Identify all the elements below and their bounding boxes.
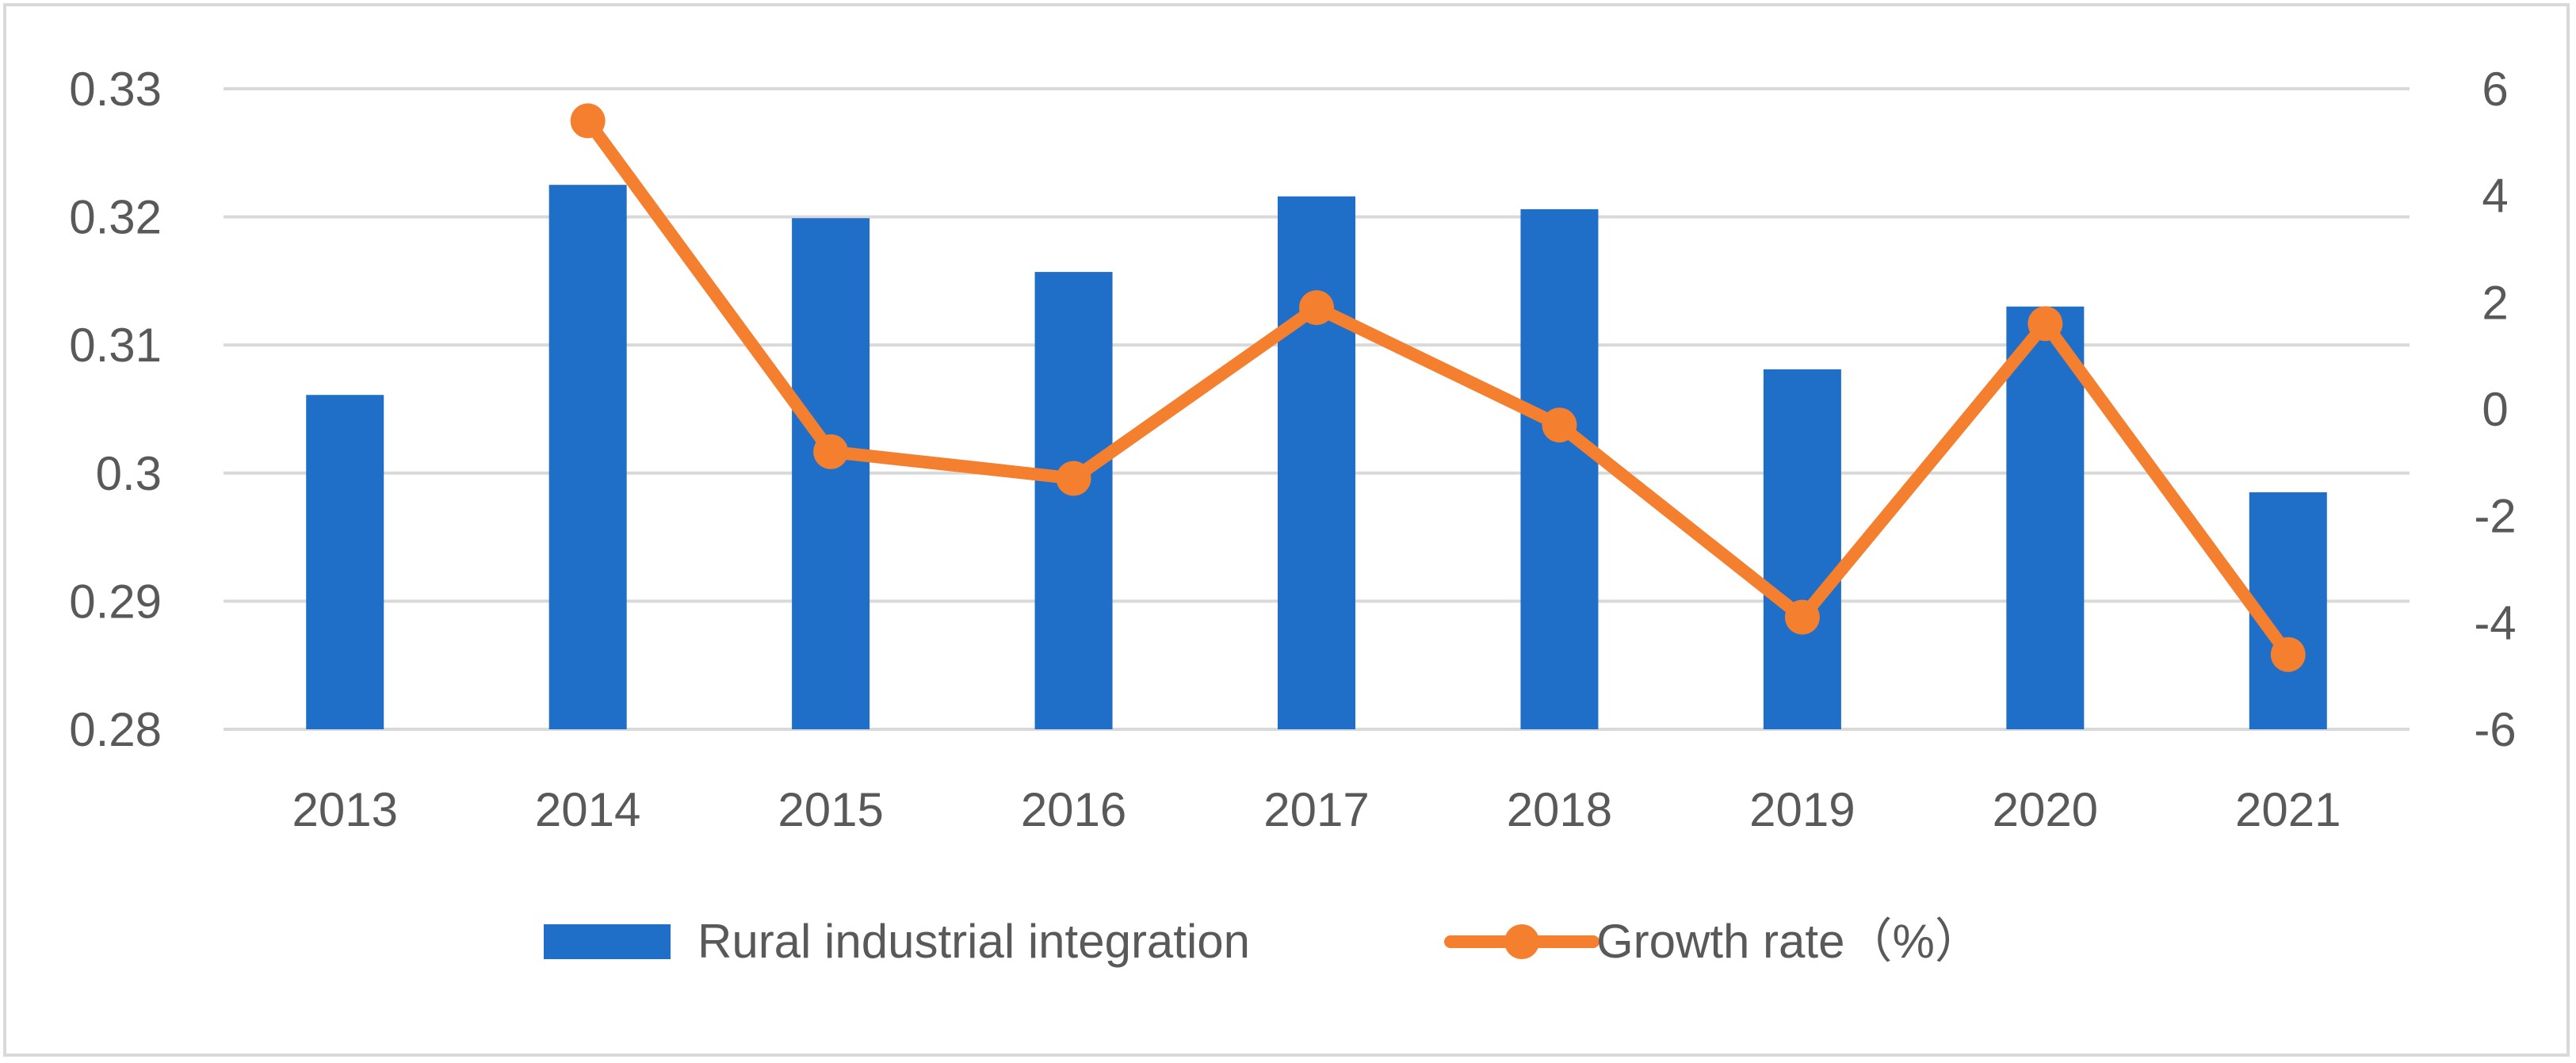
line-point [2028,306,2063,342]
left-tick-label: 0.32 [69,191,162,244]
bar [1763,369,1841,729]
right-tick-label: 2 [2482,276,2508,329]
x-tick-label: 2019 [1749,783,1855,836]
right-tick-label: -4 [2474,596,2516,649]
x-tick-label: 2013 [292,783,397,836]
bar-series [306,185,2327,730]
right-tick-label: 0 [2482,383,2508,436]
line-series [570,103,2306,672]
x-tick-label: 2015 [778,783,883,836]
left-tick-label: 0.3 [96,447,162,500]
line-point [2270,637,2306,672]
line-point [1056,461,1091,496]
legend: Rural industrial integration Growth rate… [544,915,1982,968]
right-tick-label: 6 [2482,63,2508,116]
legend-label-line: Growth rate（%） [1596,915,1982,968]
x-axis-ticks: 2013 2014 2015 2016 2017 2018 2019 2020 2021 [292,783,2341,836]
left-tick-label: 0.33 [69,63,162,116]
growth-line [581,114,2295,661]
line-point [1299,290,1334,326]
left-tick-label: 0.31 [69,319,162,372]
x-tick-label: 2017 [1263,783,1369,836]
line-point [570,103,606,139]
bar [1278,196,1355,729]
right-axis-ticks: -6 -4 -2 0 2 4 6 [2474,63,2516,756]
left-tick-label: 0.29 [69,575,162,628]
line-point [1542,407,1577,443]
right-tick-label: -6 [2474,703,2516,756]
bar [2006,306,2085,730]
left-axis-ticks: 0.28 0.29 0.3 0.31 0.32 0.33 [69,63,162,756]
left-tick-label: 0.28 [69,703,162,756]
x-tick-label: 2016 [1021,783,1126,836]
x-tick-label: 2014 [535,783,640,836]
right-tick-label: -2 [2474,490,2516,543]
bar [792,218,870,729]
x-tick-label: 2021 [2235,783,2341,836]
line-point [813,434,849,469]
legend-label-bar: Rural industrial integration [698,915,1250,968]
legend-swatch-marker [1504,924,1539,959]
bar [1520,208,1599,729]
x-tick-label: 2018 [1507,783,1612,836]
line-point [1784,599,1820,635]
bar [1034,272,1113,729]
legend-swatch-bar [544,924,671,959]
right-tick-label: 4 [2482,170,2508,223]
bar [548,185,627,729]
bar [306,395,384,729]
x-tick-label: 2020 [1993,783,2098,836]
